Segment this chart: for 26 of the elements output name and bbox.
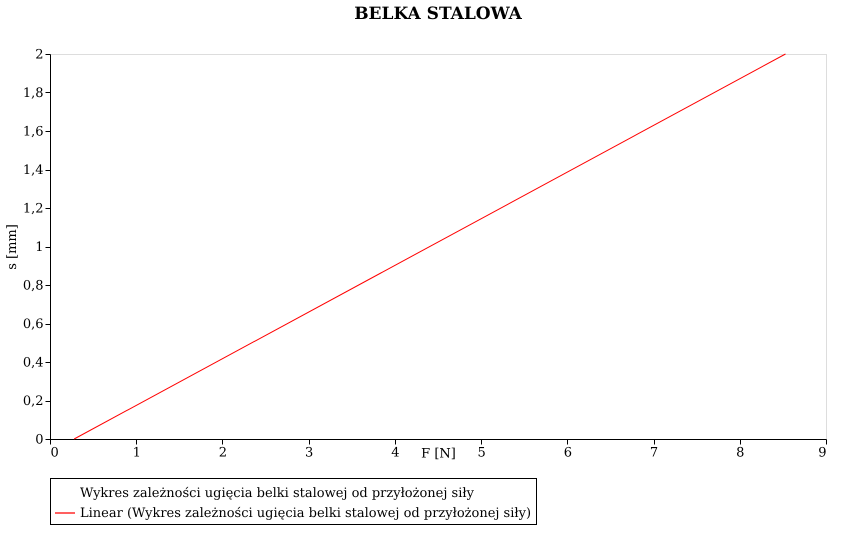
- x-tick-label: 2: [218, 446, 228, 460]
- x-tick-label: 4: [391, 446, 400, 460]
- x-tick-label: 1: [132, 446, 141, 460]
- x-tick-label: 0: [50, 446, 59, 460]
- y-axis-title: s [mm]: [4, 224, 20, 270]
- x-axis-title: F [N]: [421, 446, 456, 462]
- text: Wykres zależności ugięcia belki stalowej od przyłożonej siły: [80, 486, 475, 501]
- y-tick-label: 0,2: [22, 394, 44, 409]
- y-tick-label: 2: [35, 48, 44, 62]
- x-tick-label: 5: [477, 446, 486, 460]
- x-tick-label: 9: [818, 446, 826, 460]
- x-tick-label: 3: [305, 446, 314, 460]
- y-tick-label: 0,4: [22, 356, 44, 370]
- x-tick-label: 7: [650, 446, 658, 460]
- x-tick-label: 6: [564, 446, 572, 460]
- y-tick-label: 1,4: [22, 163, 44, 178]
- y-tick-label: 1,8: [22, 86, 44, 101]
- x-tick-label: 8: [736, 446, 744, 460]
- chart-title: BELKA STALOWA: [354, 4, 523, 24]
- y-tick-label: 0,6: [22, 317, 44, 332]
- legend-label: Linear (Wykres zależności ugięcia belki stalowej od przyłożonej siły): [80, 506, 532, 521]
- y-tick-label: 0,8: [22, 278, 44, 294]
- y-tick-label: 0: [35, 432, 44, 448]
- y-tick-label: 1: [35, 240, 44, 255]
- y-tick-label: 1,2: [22, 202, 44, 216]
- y-tick-label: 1,6: [22, 124, 44, 140]
